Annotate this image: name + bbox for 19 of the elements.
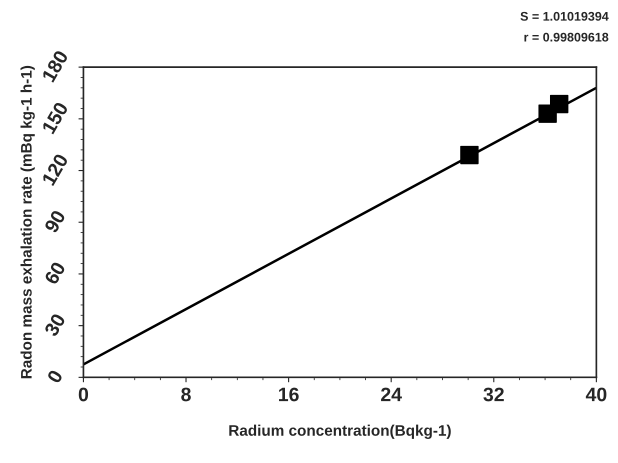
y-tick-label: 0 [46, 369, 64, 384]
y-tick-label: 60 [44, 260, 66, 286]
x-tick-label: 8 [181, 388, 191, 402]
y-tick-label: 180 [41, 50, 69, 83]
y-tick-label: 90 [44, 209, 66, 234]
y-axis-title: Radon mass exhalation rate (mBq kg-1 h-1) [20, 66, 35, 378]
y-tick-label: 120 [41, 152, 69, 186]
text: S = 1.01019394 [520, 12, 609, 21]
text: r = 0.99809618 [524, 32, 608, 42]
x-tick-label: 24 [381, 388, 402, 402]
point [550, 94, 568, 114]
x-tick-label: 16 [279, 388, 299, 402]
x-tick-label: 0 [78, 388, 88, 402]
y-tick-label: 150 [41, 101, 69, 134]
point [460, 146, 479, 164]
x-tick-label: 32 [483, 388, 504, 402]
x-tick-label: 40 [586, 388, 606, 402]
x-axis-title: Radium concentration(Bqkg-1) [229, 424, 451, 439]
y-tick-label: 30 [44, 312, 66, 338]
